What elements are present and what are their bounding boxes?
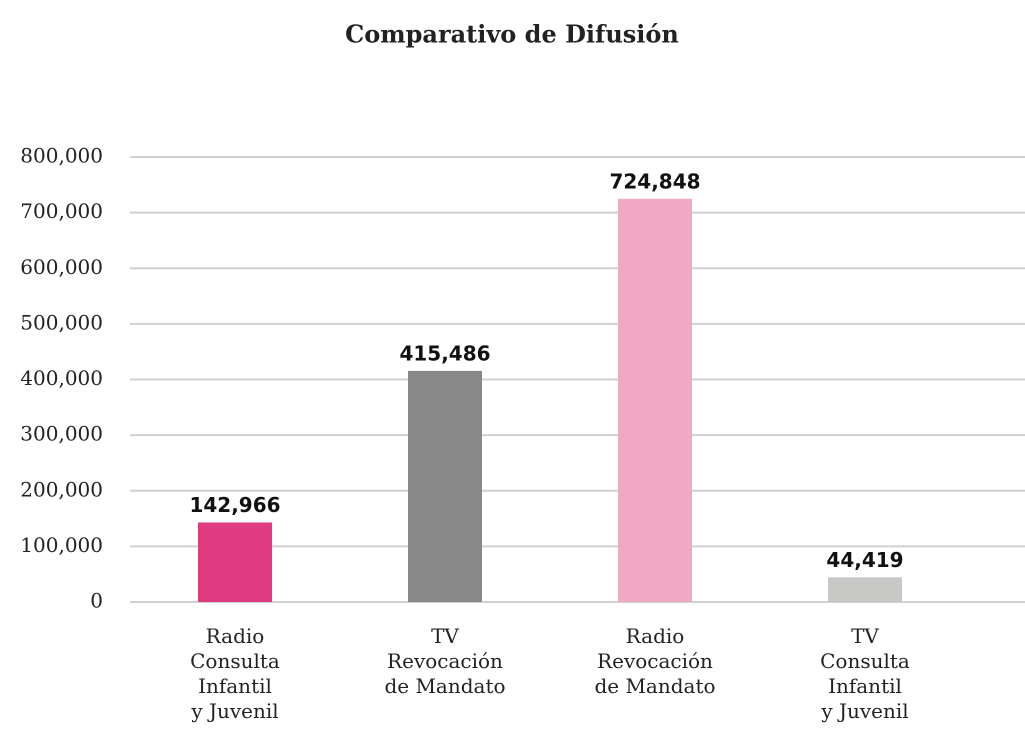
y-tick-label: 500,000 xyxy=(20,310,103,334)
bar xyxy=(198,522,272,602)
chart-title: Comparativo de Difusión xyxy=(345,20,679,49)
x-tick-label: TV Consulta Infantil y Juvenil xyxy=(820,624,910,723)
x-tick-label: TV Revocación de Mandato xyxy=(384,624,506,698)
value-label: 142,966 xyxy=(189,493,280,517)
y-tick-label: 100,000 xyxy=(20,533,103,557)
y-tick-label: 400,000 xyxy=(20,366,103,390)
y-tick-label: 800,000 xyxy=(20,144,103,168)
x-tick-label: Radio Revocación de Mandato xyxy=(594,624,716,698)
y-tick-label: 300,000 xyxy=(20,422,103,446)
y-tick-label: 200,000 xyxy=(20,477,103,501)
y-tick-label: 600,000 xyxy=(20,255,103,279)
bar xyxy=(828,577,902,602)
bar xyxy=(618,198,692,603)
y-tick-label: 700,000 xyxy=(20,199,103,223)
bar xyxy=(408,370,482,602)
y-tick-label: 0 xyxy=(90,589,103,613)
x-tick-label: Radio Consulta Infantil y Juvenil xyxy=(190,624,280,723)
value-label: 724,848 xyxy=(609,169,700,193)
value-label: 415,486 xyxy=(399,341,490,365)
value-label: 44,419 xyxy=(826,548,903,572)
